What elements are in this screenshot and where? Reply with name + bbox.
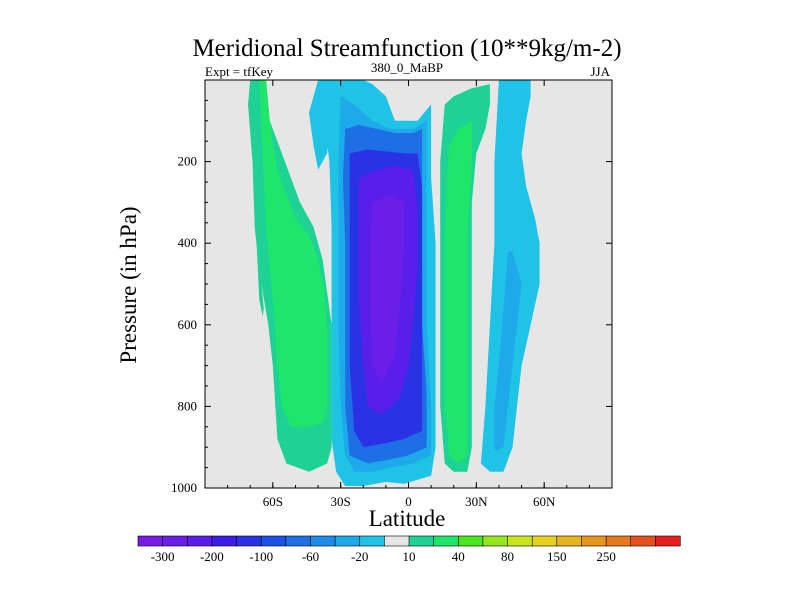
y-tick-label: 1000 [171,480,197,495]
colorbar-swatch [260,535,287,547]
chart-title: Meridional Streamfunction (10**9kg/m-2) [192,35,621,62]
x-tick-label: 30S [331,494,351,509]
colorbar-label: -300 [151,549,175,564]
colorbar-swatch [334,535,361,547]
colorbar-label: -100 [249,549,273,564]
colorbar-swatch [556,535,583,547]
colorbar-label: 10 [403,549,416,564]
x-tick-label: 0 [405,494,412,509]
y-tick-label: 200 [178,154,198,169]
x-tick-label: 30N [465,494,488,509]
contour-region-sh-ferrel-cyan [309,80,332,170]
colorbar-swatch [310,535,336,547]
contour-region-sh-thin-strip [252,137,264,317]
x-axis-label: Latitude [369,506,446,531]
colorbar-swatch [137,535,164,547]
colorbar-label: -20 [351,549,368,564]
colorbar-label: -60 [302,549,319,564]
colorbar-swatch [531,535,558,547]
colorbar-swatch [186,535,213,547]
y-tick-label: 800 [178,398,198,413]
y-axis-ticks: 200 400 600 800 1000 [171,99,612,495]
colorbar-swatch [433,535,459,547]
y-axis-label: Pressure (in hPa) [116,206,141,363]
subtitle-center: 380_0_MaBP [371,60,443,75]
colorbar-label: 40 [452,549,465,564]
y-tick-label: 400 [178,235,198,250]
contour-regions [248,80,540,486]
colorbar-swatch [655,535,681,547]
contour-region-nh-cell-green [444,120,472,464]
colorbar-swatch [408,535,435,547]
colorbar-swatch [581,535,607,547]
contour-region-sh-cell-green [259,80,328,427]
colorbar-swatch [211,535,238,547]
subtitle-left: Expt = tfKey [205,64,273,79]
x-tick-label: 60N [533,494,556,509]
x-axis-ticks: 60S 30S 0 30N 60N [227,80,590,509]
colorbar-swatch [630,535,656,547]
colorbar-label: 80 [501,549,514,564]
colorbar-label: 150 [547,549,567,564]
colorbar-swatch [507,535,533,547]
colorbar-swatch [384,535,410,547]
colorbar: -300 -200 -100 -60 -20 10 40 80 150 250 [137,535,681,564]
x-tick-label: 60S [263,494,283,509]
colorbar-swatch [236,535,262,547]
colorbar-label: 250 [596,549,616,564]
y-tick-label: 600 [178,317,198,332]
colorbar-swatch [482,535,509,547]
colorbar-swatch [605,535,632,547]
colorbar-swatch [285,535,312,547]
colorbar-swatch [457,535,484,547]
subtitle-right: JJA [590,64,610,79]
colorbar-swatch [359,535,385,547]
colorbar-label: -200 [200,549,224,564]
contour-region-main-cell-core [370,194,404,382]
contour-region-nh-ferrel-inner [494,251,522,452]
colorbar-swatch [162,535,188,547]
